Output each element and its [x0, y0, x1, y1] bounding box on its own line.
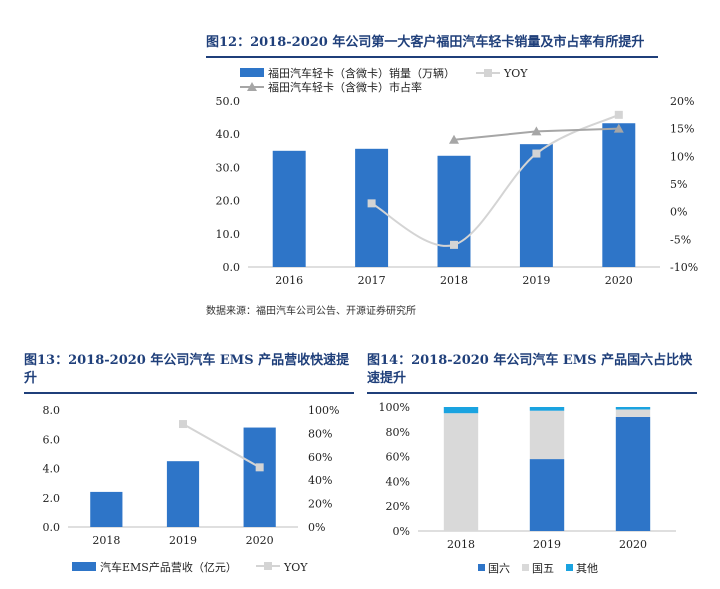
fig14-legend-label-国五: 国五: [532, 562, 554, 575]
fig12-y2tick: 0%: [670, 206, 687, 219]
fig13-legend-yoy-label: YOY: [283, 561, 308, 574]
fig12-point-tri: [531, 126, 542, 136]
fig13-point: [179, 420, 187, 429]
fig13-point: [255, 463, 264, 472]
fig12-point: [450, 240, 458, 249]
fig14-ytick: 40%: [386, 475, 410, 488]
fig13-y2tick: 60%: [308, 451, 332, 464]
fig13-title: 图13：2018-2020 年公司汽车 EMS 产品营收快速提升: [24, 353, 350, 386]
fig12-legend-share-marker: [247, 82, 257, 91]
fig12-xtick: 2020: [605, 274, 633, 287]
fig12-point: [367, 199, 376, 208]
fig12-ytick: 10.0: [216, 228, 241, 241]
fig12-y2tick: -5%: [670, 233, 691, 246]
fig13-y2tick: 100%: [308, 404, 339, 417]
fig12-ytick: 0.0: [223, 261, 241, 274]
fig14-xtick: 2019: [533, 538, 561, 551]
fig14-xtick: 2020: [619, 538, 647, 551]
fig13-ytick: 8.0: [43, 404, 61, 417]
fig12-point-tri: [613, 123, 624, 133]
fig13-y2tick: 80%: [308, 427, 332, 440]
fig13-title-rule: [24, 392, 354, 394]
fig13-xtick: 2018: [92, 534, 120, 547]
fig12-y2tick: 10%: [670, 150, 694, 163]
fig12-legend-bar-label: 福田汽车轻卡（含微卡）销量（万辆）: [268, 66, 455, 80]
fig12-bar: [355, 148, 389, 267]
fig13-y2tick: 0%: [308, 521, 325, 534]
fig12-legend-share-label: 福田汽车轻卡（含微卡）市占率: [268, 80, 422, 94]
fig14-bar-其他: [529, 407, 565, 411]
fig13-y2tick: 40%: [308, 474, 332, 487]
fig14-legend-swatch-其他: [566, 564, 573, 571]
fig14-bar-国六: [615, 416, 651, 531]
fig14-title-rule: [367, 392, 697, 394]
fig12-ytick: 20.0: [216, 195, 241, 208]
fig13-y2tick: 20%: [308, 498, 332, 511]
fig14-bar-国五: [615, 409, 651, 417]
fig12-source: 数据来源：福田汽车公司公告、开源证券研究所: [206, 306, 416, 317]
fig12-bar: [437, 155, 471, 267]
fig12-y2tick: -10%: [670, 261, 698, 274]
fig12-legend-yoy-label: YOY: [503, 67, 528, 80]
fig12-y2tick: 15%: [670, 123, 694, 136]
fig12-bar: [272, 150, 306, 267]
fig14-bar-其他: [615, 407, 651, 410]
fig12-bar: [519, 144, 553, 267]
fig13-line-0: [182, 423, 261, 469]
fig12-xtick: 2018: [440, 274, 468, 287]
fig13-bar: [243, 427, 276, 527]
fig13-bar: [90, 491, 123, 527]
fig12-xtick: 2016: [275, 274, 303, 287]
fig12-bar: [602, 123, 636, 267]
fig12-point: [532, 149, 541, 158]
fig14-title: 图14：2018-2020 年公司汽车 EMS 产品国六占比快速提升: [367, 353, 693, 386]
fig14-bar-其他: [443, 407, 479, 414]
fig12-xtick: 2017: [358, 274, 386, 287]
fig13-bar: [166, 461, 200, 527]
fig13-ytick: 4.0: [43, 463, 61, 476]
fig12-y2tick: 20%: [670, 95, 694, 108]
fig12-line-0: [371, 113, 620, 247]
fig14-ytick: 0%: [393, 525, 410, 538]
fig14-legend-swatch-国六: [478, 564, 485, 571]
fig12-point-tri: [449, 134, 459, 144]
fig14-ytick: 80%: [386, 426, 410, 439]
fig13-ytick: 6.0: [43, 433, 61, 446]
fig14-legend-label-国六: 国六: [488, 562, 510, 575]
fig12-ytick: 50.0: [216, 95, 241, 108]
fig14-legend-swatch-国五: [522, 564, 529, 571]
fig12-title-rule: [206, 56, 658, 58]
fig12-ytick: 40.0: [216, 128, 241, 141]
fig13-xtick: 2020: [246, 534, 274, 547]
fig12-legend-yoy-marker: [484, 69, 492, 77]
fig12-point: [614, 110, 623, 119]
fig13-xtick: 2019: [169, 534, 197, 547]
fig12-title: 图12：2018-2020 年公司第一大客户福田汽车轻卡销量及市占率有所提升: [206, 35, 645, 50]
fig13-legend-bar-swatch: [72, 562, 96, 571]
fig12-y2tick: 5%: [670, 178, 687, 191]
fig14-ytick: 100%: [379, 401, 410, 414]
fig12-xtick: 2019: [522, 274, 550, 287]
fig12-legend-bar-swatch: [240, 68, 264, 77]
fig14-ytick: 20%: [386, 500, 410, 513]
fig14-legend-label-其他: 其他: [576, 562, 598, 575]
fig14-xtick: 2018: [447, 538, 475, 551]
fig14-bar-国五: [529, 410, 565, 460]
fig13-ytick: 0.0: [43, 521, 61, 534]
fig13-ytick: 2.0: [43, 492, 61, 505]
fig14-bar-国六: [529, 459, 565, 531]
fig12-ytick: 30.0: [216, 161, 241, 174]
fig14-bar-国五: [443, 413, 479, 531]
fig13-legend-yoy-marker: [264, 562, 272, 570]
fig13-legend-bar-label: 汽车EMS产品营收（亿元）: [100, 560, 237, 574]
fig14-ytick: 60%: [386, 451, 410, 464]
